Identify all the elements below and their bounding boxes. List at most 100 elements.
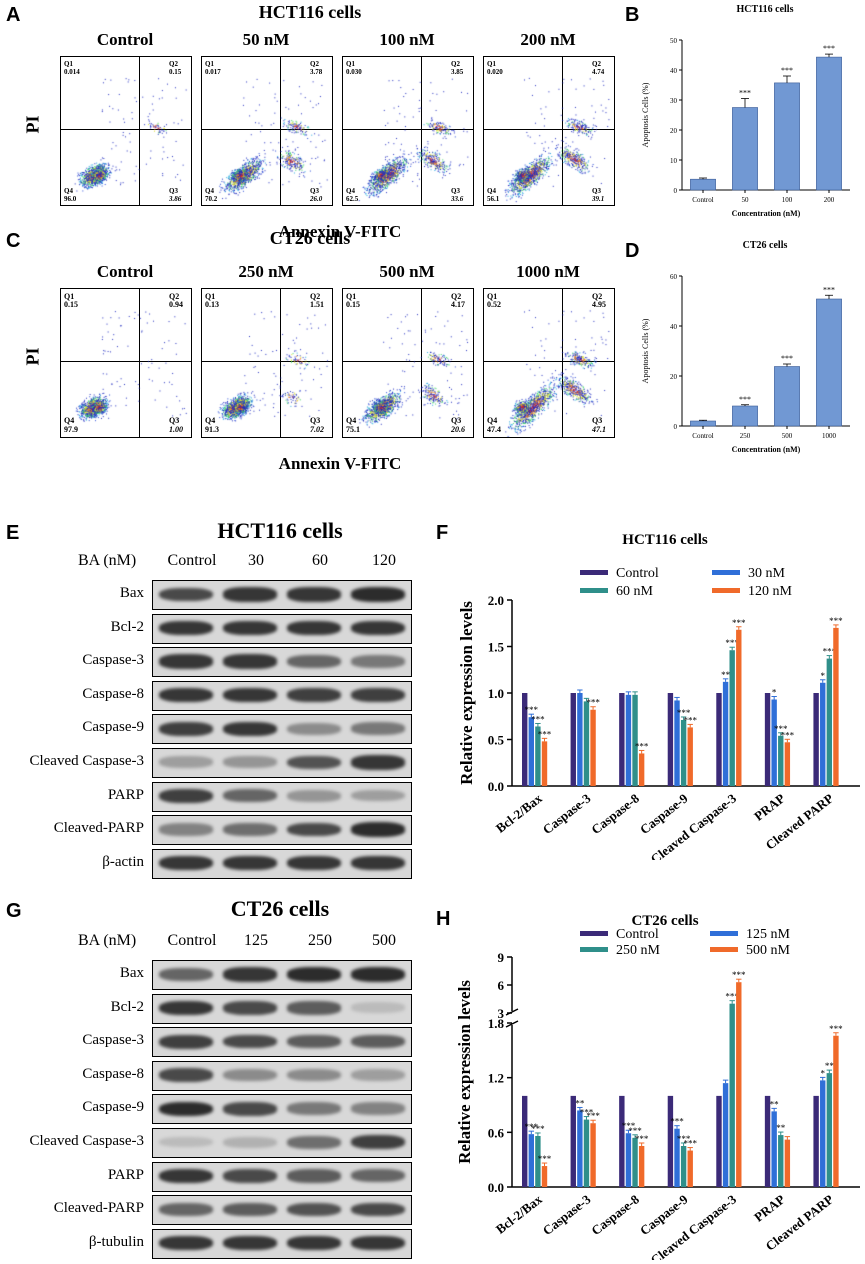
protein-label: Bax [119,965,144,981]
x-tick-label: 250 [740,432,751,440]
q3-label: Q3 [592,187,601,195]
flow-plot: Q1 0.017 Q2 3.78 Q4 70.2 Q3 26.0 [201,56,333,206]
x-tick-label: 100 [782,196,793,204]
significance-label: ** [721,670,731,680]
protein-band [351,1102,405,1115]
x-axis-title: Concentration (nM) [732,209,801,218]
significance-label: *** [829,616,843,626]
bar [732,405,758,427]
protein-band [223,587,277,602]
y-axis-title: Relative expression levels [455,980,474,1164]
q1-label: Q1 [487,292,498,301]
protein-band [287,1202,341,1217]
protein-band [159,756,213,768]
protein-band [223,789,277,803]
q1-label: Q1 [346,60,355,68]
significance-label: *** [677,1134,691,1144]
legend-swatch [712,588,740,593]
x-label-group: PRAP [751,1192,788,1225]
legend-swatch [580,588,608,593]
bar [535,726,541,786]
q1-value: 0.017 [205,68,221,76]
axis-break-mark [505,1008,519,1016]
bar [680,1146,687,1187]
significance-label: *** [725,992,739,1002]
q3-value: 20.6 [451,425,465,434]
protein-band [351,755,405,770]
protein-band [351,1236,405,1251]
q1-label: Q1 [205,60,214,68]
scatter-density [202,57,332,205]
y-tick-label: 0 [674,423,678,431]
q3-value: 26.0 [310,195,323,203]
bar [833,627,839,786]
bar [577,1110,583,1187]
legend-swatch [580,931,608,936]
y-tick-label: 0 [674,187,678,195]
bar [729,1003,735,1187]
q1-value: 0.52 [487,300,501,309]
chart-title: CT26 cells [743,240,788,251]
flow-plot: Q1 0.13 Q2 1.51 Q4 91.3 Q3 7.02 [201,288,333,438]
legend-label: Control [616,566,659,581]
protein-band [287,1102,341,1115]
protein-band [287,1169,341,1183]
q4-label: Q4 [205,416,216,425]
blot-header-label: BA (nM) [78,552,137,569]
q2-value: 0.15 [169,68,182,76]
protein-band [159,788,213,803]
bar [590,1123,596,1187]
q2-label: Q2 [169,292,180,301]
protein-label: Bcl-2 [110,998,144,1015]
q3-value: 7.02 [310,425,324,434]
x-tick-label: Bcl-2/Bax [493,790,545,835]
y-tick-label: 0.5 [488,733,505,748]
flow-plot: Q1 0.014 Q2 0.15 Q4 96.0 Q3 3.86 [60,56,192,206]
q4-value: 62.5 [346,195,359,203]
flow-plot: Q1 0.030 Q2 3.85 Q4 62.5 Q3 33.6 [342,56,474,206]
blot-strip [152,1195,412,1226]
panel-c-title: CT26 cells [269,228,351,248]
protein-band [287,1034,341,1049]
y-tick-label: 10 [670,157,678,165]
bar [813,1095,819,1187]
bar [619,1095,625,1187]
q3-label: Q3 [169,416,180,425]
bar [590,709,596,786]
significance-label: *** [829,1024,843,1034]
y-tick-label: 3 [498,1006,505,1021]
y-label-group: Relative expression levels [457,601,476,785]
panel-label-h: H [436,908,451,930]
y-tick-label: 0.0 [488,1180,504,1195]
significance-label: *** [670,1117,684,1127]
y-tick-label: 30 [670,97,678,105]
protein-band [351,789,405,802]
q4-label: Q4 [64,187,73,195]
bar [638,753,645,786]
x-label-group: Bcl-2/Bax [493,1191,545,1236]
bar [826,658,833,786]
significance-label: *** [781,354,793,363]
protein-band [351,822,405,837]
bar [778,1135,784,1187]
q1-value: 0.014 [64,68,80,76]
bar [732,107,758,191]
bar [833,1035,839,1187]
chart-title: HCT116 cells [622,532,708,548]
axis-break-mark [505,1020,519,1028]
q2-label: Q2 [310,292,321,301]
protein-band [287,620,341,636]
condition-label: 50 nM [242,30,290,49]
protein-band [351,856,405,871]
y-tick-label: 1.5 [488,640,505,655]
significance-label: ** [770,1099,780,1109]
legend-label: 500 nM [746,943,791,958]
protein-band [287,822,341,837]
x-tick-label: Control [692,196,713,204]
q1-value: 0.030 [346,68,362,76]
significance-label: *** [635,1134,649,1144]
blot-strip [152,748,412,778]
protein-label: Cleaved-PARP [53,820,144,837]
protein-band [287,1236,341,1251]
q3-value: 47.1 [592,425,606,434]
